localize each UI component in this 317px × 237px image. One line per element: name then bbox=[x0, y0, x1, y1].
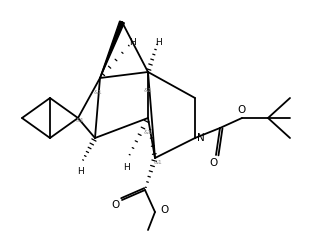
Text: &1: &1 bbox=[144, 87, 152, 92]
Text: &1: &1 bbox=[154, 160, 162, 164]
Text: N: N bbox=[197, 133, 205, 143]
Text: O: O bbox=[210, 158, 218, 168]
Text: O: O bbox=[238, 105, 246, 115]
Text: H: H bbox=[77, 168, 83, 177]
Text: &1: &1 bbox=[76, 118, 84, 123]
Text: H: H bbox=[123, 164, 129, 173]
Text: O: O bbox=[112, 200, 120, 210]
Text: H: H bbox=[129, 37, 135, 46]
Polygon shape bbox=[100, 21, 124, 78]
Text: &1: &1 bbox=[144, 129, 152, 135]
Text: H: H bbox=[155, 37, 161, 46]
Text: O: O bbox=[160, 205, 168, 215]
Text: &1: &1 bbox=[94, 90, 102, 95]
